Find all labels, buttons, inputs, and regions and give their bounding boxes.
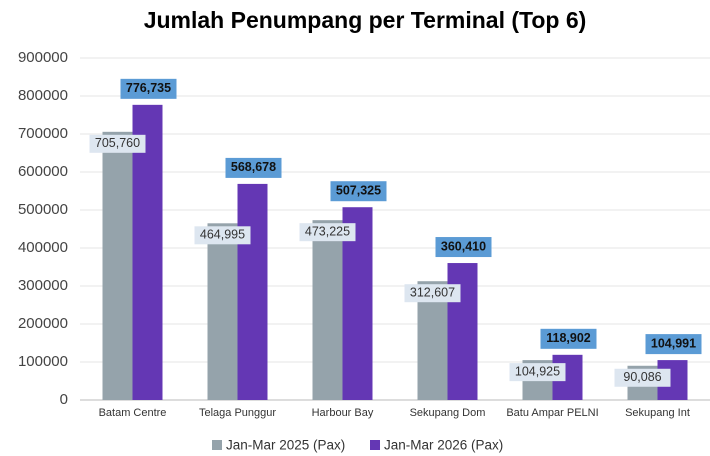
- data-label: 776,735: [120, 78, 177, 99]
- data-label-text: 568,678: [231, 160, 276, 174]
- y-tick-label: 500000: [18, 201, 68, 218]
- data-label: 568,678: [225, 157, 282, 178]
- data-label: 360,410: [435, 237, 492, 258]
- data-label-text: 776,735: [126, 81, 171, 95]
- data-label-box: [614, 368, 671, 387]
- x-tick-label: Batu Ampar PELNI: [506, 407, 598, 419]
- x-tick-label: Sekupang Int: [625, 407, 690, 419]
- data-label-text: 104,925: [515, 364, 560, 378]
- data-label: 473,225: [299, 223, 356, 242]
- data-label-box: [509, 363, 566, 382]
- data-label-box: [89, 134, 146, 153]
- data-label-text: 90,086: [623, 370, 661, 384]
- data-label-text: 705,760: [95, 136, 140, 150]
- y-tick-label: 400000: [18, 239, 68, 256]
- data-label-text: 118,902: [546, 331, 591, 345]
- data-label-box: [435, 237, 492, 258]
- y-tick-label: 100000: [18, 353, 68, 370]
- x-tick-label: Telaga Punggur: [199, 407, 276, 419]
- bar: [207, 223, 238, 400]
- bar: [132, 104, 163, 400]
- bar: [447, 263, 478, 400]
- data-label: 90,086: [614, 368, 671, 387]
- legend-label: Jan-Mar 2026 (Pax): [384, 438, 503, 453]
- data-label-box: [645, 334, 702, 355]
- data-label: 507,325: [330, 181, 387, 202]
- legend-swatch: [212, 440, 222, 450]
- data-label-text: 312,607: [410, 286, 455, 300]
- data-label-text: 464,995: [200, 228, 245, 242]
- data-label-box: [299, 223, 356, 242]
- data-label-box: [194, 226, 251, 245]
- y-tick-label: 900000: [18, 49, 68, 66]
- data-label: 312,607: [404, 284, 461, 303]
- bar: [237, 183, 268, 400]
- data-label: 118,902: [540, 328, 597, 349]
- data-label-text: 473,225: [305, 224, 350, 238]
- legend-label: Jan-Mar 2025 (Pax): [226, 438, 345, 453]
- y-tick-label: 800000: [18, 87, 68, 104]
- data-label: 104,991: [645, 334, 702, 355]
- x-tick-label: Harbour Bay: [312, 407, 374, 419]
- x-tick-label: Batam Centre: [99, 407, 167, 419]
- data-label-text: 104,991: [651, 336, 696, 350]
- data-label: 464,995: [194, 226, 251, 245]
- data-label-box: [330, 181, 387, 202]
- chart-title: Jumlah Penumpang per Terminal (Top 6): [144, 7, 587, 33]
- data-label-text: 507,325: [336, 184, 381, 198]
- y-tick-label: 300000: [18, 277, 68, 294]
- data-label-box: [120, 78, 177, 99]
- data-label-text: 360,410: [441, 239, 486, 253]
- data-label-box: [540, 328, 597, 349]
- legend-swatch: [370, 440, 380, 450]
- y-tick-label: 700000: [18, 125, 68, 142]
- bar: [312, 220, 343, 400]
- bar: [102, 131, 133, 400]
- data-label: 104,925: [509, 363, 566, 382]
- data-label: 705,760: [89, 134, 146, 153]
- data-label-box: [404, 284, 461, 303]
- x-tick-label: Sekupang Dom: [410, 407, 486, 419]
- data-label-box: [225, 157, 282, 178]
- y-tick-label: 600000: [18, 163, 68, 180]
- y-tick-label: 0: [60, 391, 68, 408]
- y-tick-label: 200000: [18, 315, 68, 332]
